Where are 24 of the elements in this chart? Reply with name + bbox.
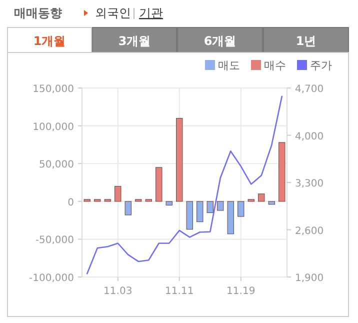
chart-title: 매매동향 [14,6,62,20]
text: 3개월 [118,34,151,48]
y2-tick-label: 4,700 [295,84,324,95]
y-tick-label: -100,000 [29,273,74,284]
y-tick-label: 100,000 [32,122,74,133]
legend-label: 매도 [218,59,240,72]
x-tick-label: 11.19 [226,286,256,297]
text: 1년 [296,34,316,48]
legend-label: 매수 [264,59,286,72]
y-tick-label: 50,000 [39,160,74,171]
x-tick-label: 11.03 [104,286,132,297]
y-tick-label: 150,000 [32,84,74,95]
y-tick-label: -50,000 [35,235,74,246]
legend-label: 주가 [310,59,332,72]
y2-tick-label: 2,600 [295,226,324,237]
y-tick-label: 0 [68,197,74,208]
text: 외국인 [95,6,131,20]
text: 기관 [139,6,163,20]
text: 1개월 [33,34,66,48]
y2-tick-label: 3,300 [295,178,324,190]
x-tick-label: 11.11 [165,286,194,297]
text: 6개월 [204,34,236,48]
y2-tick-label: 1,900 [295,273,324,284]
y2-tick-label: 4,000 [295,131,324,142]
